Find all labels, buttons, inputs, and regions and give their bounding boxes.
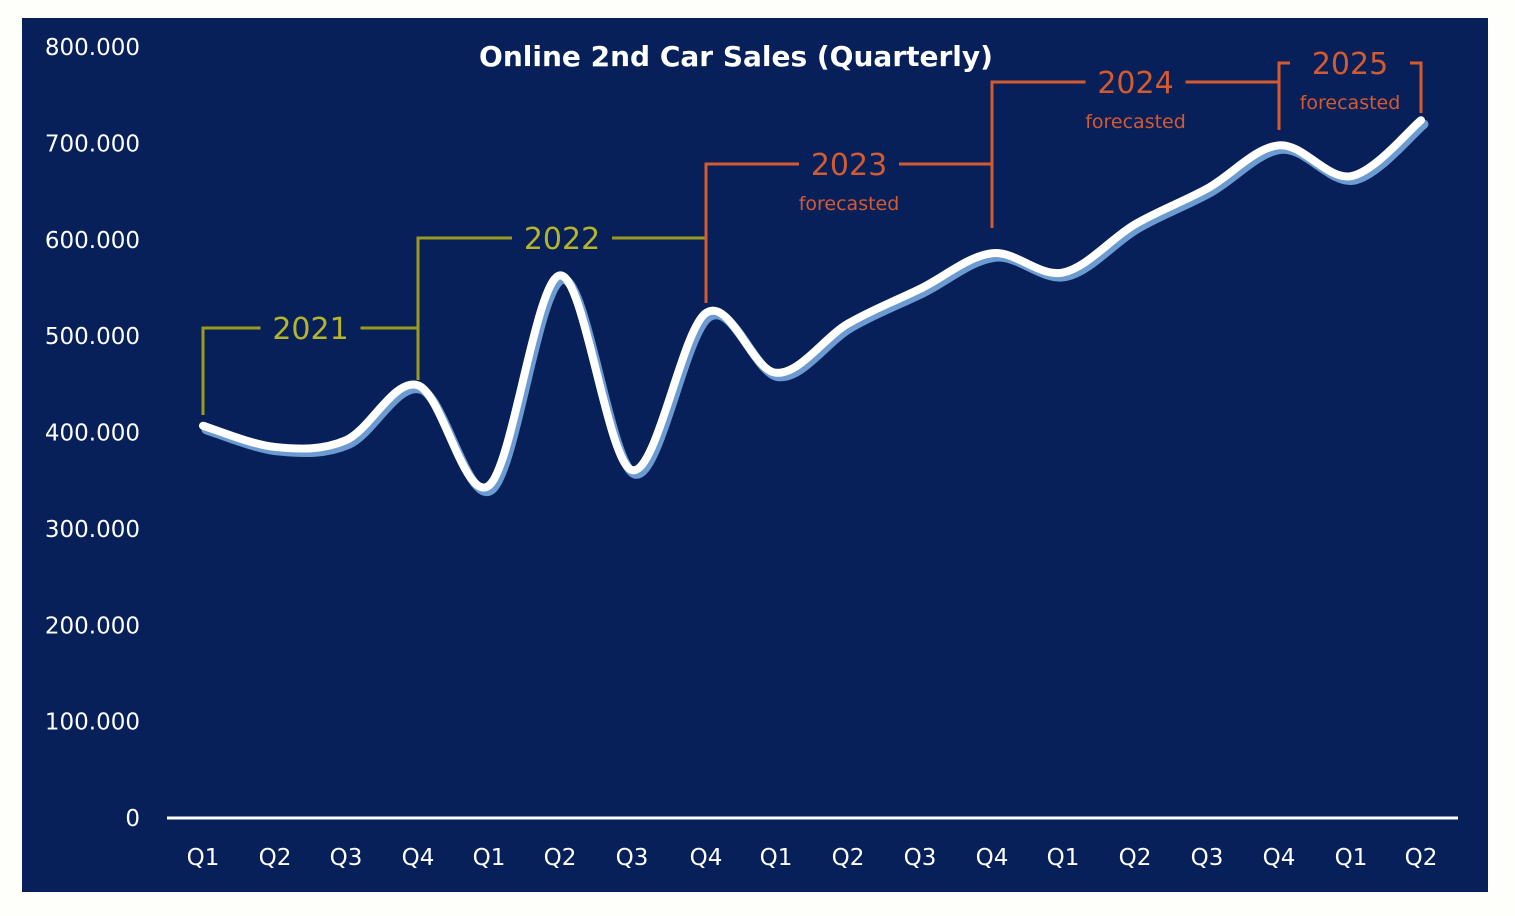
data-point (344, 438, 348, 443)
data-point (487, 483, 491, 488)
data-point (630, 468, 634, 473)
y-tick-label: 400.000 (45, 421, 140, 447)
bracket-right (612, 236, 708, 299)
bracket-right (1410, 61, 1423, 113)
bracket-right (360, 326, 420, 380)
data-point (416, 383, 420, 388)
year-label: 2024 (1097, 66, 1173, 101)
x-tick-label: Q2 (544, 845, 577, 871)
x-tick-label: Q1 (187, 845, 220, 871)
x-tick-label: Q2 (1405, 845, 1438, 871)
bracket-left (704, 162, 799, 303)
x-tick-label: Q1 (1335, 845, 1368, 871)
year-label: 2022 (524, 222, 600, 257)
y-tick-label: 700.000 (45, 131, 140, 157)
data-point (1133, 222, 1137, 227)
bracket-left (416, 236, 512, 380)
y-tick-label: 100.000 (45, 710, 140, 736)
data-point (990, 251, 994, 256)
data-point (704, 310, 708, 315)
chart-title: Online 2nd Car Sales (Quarterly) (479, 40, 993, 73)
year-label: 2023 (811, 148, 887, 183)
bracket-left (1277, 61, 1290, 130)
data-point (201, 423, 205, 428)
y-tick-label: 600.000 (45, 228, 140, 254)
forecast-label: forecasted (799, 193, 900, 215)
chart-panel: Online 2nd Car Sales (Quarterly) 0 100.00… (22, 18, 1488, 892)
y-tick-label: 500.000 (45, 324, 140, 350)
y-tick-label: 800.000 (45, 35, 140, 61)
x-tick-label: Q1 (1047, 845, 1080, 871)
x-tick-label: Q4 (402, 845, 435, 871)
x-tick-label: Q2 (259, 845, 292, 871)
data-point (1061, 270, 1065, 275)
y-tick-label: 0 (125, 806, 140, 832)
x-tick-label: Q3 (904, 845, 937, 871)
x-tick-label: Q2 (1119, 845, 1152, 871)
year-label: 2021 (272, 312, 348, 347)
y-tick-label: 300.000 (45, 517, 140, 543)
y-tick-label: 200.000 (45, 613, 140, 639)
data-point (1277, 143, 1281, 148)
year-bracket-2022: 2022 (416, 222, 708, 380)
bracket-left (990, 80, 1086, 228)
data-point (558, 273, 562, 278)
forecast-label: forecasted (1085, 111, 1186, 133)
data-point (774, 370, 778, 375)
x-tick-label: Q4 (976, 845, 1009, 871)
data-point (846, 321, 850, 326)
bracket-right (1185, 80, 1281, 130)
x-tick-label: Q3 (330, 845, 363, 871)
year-bracket-2024: 2024 forecasted (990, 66, 1281, 228)
bracket-right (899, 162, 994, 228)
data-point (273, 444, 277, 449)
data-point (918, 286, 922, 291)
x-tick-label: Q4 (1263, 845, 1296, 871)
data-point (1349, 174, 1353, 179)
year-bracket-2021: 2021 (201, 312, 420, 415)
year-bracket-2025: 2025 forecasted (1277, 47, 1423, 130)
year-label: 2025 (1312, 47, 1388, 82)
line-chart: Online 2nd Car Sales (Quarterly) 0 100.00… (45, 35, 1458, 871)
x-tick-label: Q1 (473, 845, 506, 871)
x-tick-label: Q4 (690, 845, 723, 871)
x-tick-label: Q3 (616, 845, 649, 871)
x-tick-label: Q2 (832, 845, 865, 871)
data-point (1205, 186, 1209, 191)
x-tick-label: Q3 (1191, 845, 1224, 871)
bracket-left (201, 326, 261, 415)
x-tick-label: Q1 (760, 845, 793, 871)
data-point (1419, 118, 1423, 123)
forecast-label: forecasted (1300, 92, 1401, 114)
